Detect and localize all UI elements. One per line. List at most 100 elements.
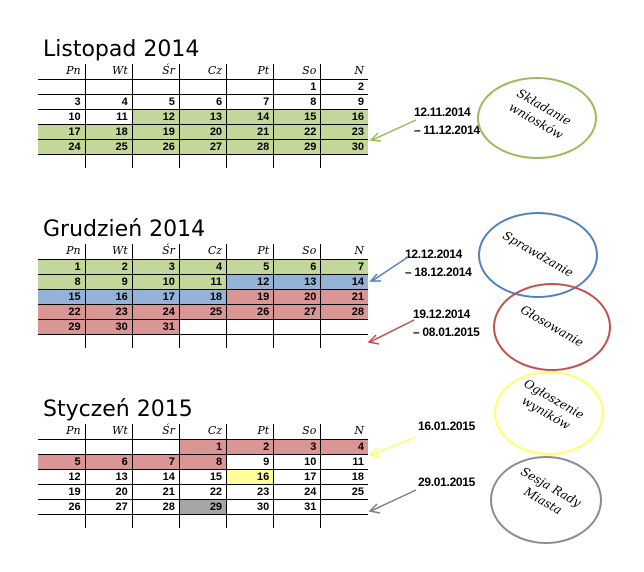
empty-cell — [320, 334, 368, 348]
day-cell: 14 — [131, 469, 180, 485]
day-cell — [178, 319, 227, 335]
empty-cell — [226, 334, 274, 348]
date-line: 16.01.2015 — [418, 419, 476, 433]
day-cell: 15 — [38, 289, 86, 305]
weekday-label: N — [320, 244, 368, 260]
weekday-label: Śr — [131, 64, 180, 80]
day-cell: 10 — [38, 109, 86, 125]
day-cell: 10 — [273, 454, 321, 470]
weekday-label: Cz — [178, 244, 227, 260]
day-cell: 29 — [178, 499, 227, 515]
day-cell — [131, 79, 180, 95]
day-cell: 23 — [226, 484, 274, 500]
empty-cell — [131, 334, 180, 348]
day-cell: 25 — [178, 304, 227, 320]
day-cell: 7 — [320, 259, 368, 275]
day-cell: 1 — [38, 259, 86, 275]
day-cell: 16 — [226, 469, 274, 485]
day-cell: 17 — [131, 289, 180, 305]
empty-cell — [178, 514, 227, 528]
empty-cell — [131, 154, 180, 168]
day-cell: 2 — [226, 439, 274, 455]
empty-cell — [84, 334, 133, 348]
day-cell: 31 — [273, 499, 321, 515]
date-line: 12.11.2014 — [414, 105, 471, 119]
arrow-voting — [367, 319, 415, 345]
weekday-label: N — [320, 64, 368, 80]
day-cell: 13 — [178, 109, 227, 125]
week-row: 19 20 21 22 23 24 25 — [38, 484, 368, 500]
day-cell: 24 — [38, 139, 86, 155]
week-row: 8 9 10 11 12 13 14 — [38, 274, 368, 290]
empty-cell — [320, 514, 368, 528]
date-council-session: 29.01.2015 — [418, 473, 475, 491]
day-cell: 31 — [131, 319, 180, 335]
day-cell — [226, 79, 274, 95]
day-cell: 23 — [84, 304, 133, 320]
weekday-label: Śr — [131, 244, 180, 260]
oval-submission — [477, 77, 597, 159]
month-title: Listopad 2014 — [43, 37, 200, 62]
weekday-label: Pt — [226, 424, 274, 440]
day-cell: 7 — [226, 94, 274, 110]
day-cell: 21 — [131, 484, 180, 500]
weekday-label: Wt — [84, 244, 133, 260]
day-cell: 1 — [273, 79, 321, 95]
day-cell: 30 — [84, 319, 133, 335]
day-cell: 18 — [320, 469, 368, 485]
day-cell: 5 — [131, 94, 180, 110]
calendar-grid: Pn Wt Śr Cz Pt So N 1 2 3 4 5 6 7 8 9 10 11 12 13 14 15 16 17 18… — [38, 424, 368, 528]
date-line: – 08.01.2015 — [413, 325, 480, 339]
week-row: 12 13 14 15 16 17 18 — [38, 469, 368, 485]
day-cell — [38, 439, 86, 455]
day-cell: 26 — [131, 139, 180, 155]
day-cell: 19 — [38, 484, 86, 500]
empty-cell — [178, 334, 227, 348]
day-cell: 18 — [178, 289, 227, 305]
empty-cell — [84, 514, 133, 528]
week-row: 15 16 17 18 19 20 21 — [38, 289, 368, 305]
oval-results — [494, 371, 604, 455]
empty-cell — [320, 154, 368, 168]
weekday-label: Pn — [38, 64, 86, 80]
calendar-grid: Pn Wt Śr Cz Pt So N 1 2 3 4 5 6 7 8 9 10 11 12 13 14 15 16 17 18… — [38, 244, 368, 348]
week-row: 26 27 28 29 30 31 — [38, 499, 368, 515]
calendar-grid: Pn Wt Śr Cz Pt So N 1 2 3 4 5 6 7 8 9 10 11 12 13 14 15 16 17 18… — [38, 64, 368, 168]
day-cell: 20 — [84, 484, 133, 500]
month-title: Styczeń 2015 — [43, 397, 193, 422]
day-cell: 4 — [320, 439, 368, 455]
oval-council-session — [490, 456, 602, 544]
week-row: 24 25 26 27 28 29 30 — [38, 139, 368, 155]
empty-cell — [226, 514, 274, 528]
day-cell: 26 — [226, 304, 274, 320]
day-cell — [320, 319, 368, 335]
calendar-december-2014: Grudzień 2014 Pn Wt Śr Cz Pt So N 1 2 3 4 5 6 7 8 9 10 11… — [38, 218, 368, 348]
day-cell: 17 — [273, 469, 321, 485]
calendar-january-2015: Styczeń 2015 Pn Wt Śr Cz Pt So N 1 2 3 4 5 6 7 8 9 10 11 1… — [38, 398, 368, 528]
day-cell: 12 — [131, 109, 180, 125]
day-cell: 8 — [273, 94, 321, 110]
arrow-verification — [369, 256, 409, 282]
day-cell: 28 — [320, 304, 368, 320]
day-cell: 5 — [226, 259, 274, 275]
day-cell: 30 — [226, 499, 274, 515]
day-cell: 5 — [38, 454, 86, 470]
day-cell: 15 — [178, 469, 227, 485]
day-cell — [131, 439, 180, 455]
day-cell: 6 — [178, 94, 227, 110]
day-cell: 19 — [131, 124, 180, 140]
weekday-label: Cz — [178, 64, 227, 80]
day-cell: 12 — [38, 469, 86, 485]
trailing-row — [38, 154, 368, 168]
week-row: 5 6 7 8 9 10 11 — [38, 454, 368, 470]
day-cell: 21 — [226, 124, 274, 140]
date-line: 12.12.2014 — [405, 247, 463, 261]
day-cell: 1 — [178, 439, 227, 455]
week-row: 10 11 12 13 14 15 16 — [38, 109, 368, 125]
day-cell: 11 — [84, 109, 133, 125]
day-cell: 2 — [84, 259, 133, 275]
